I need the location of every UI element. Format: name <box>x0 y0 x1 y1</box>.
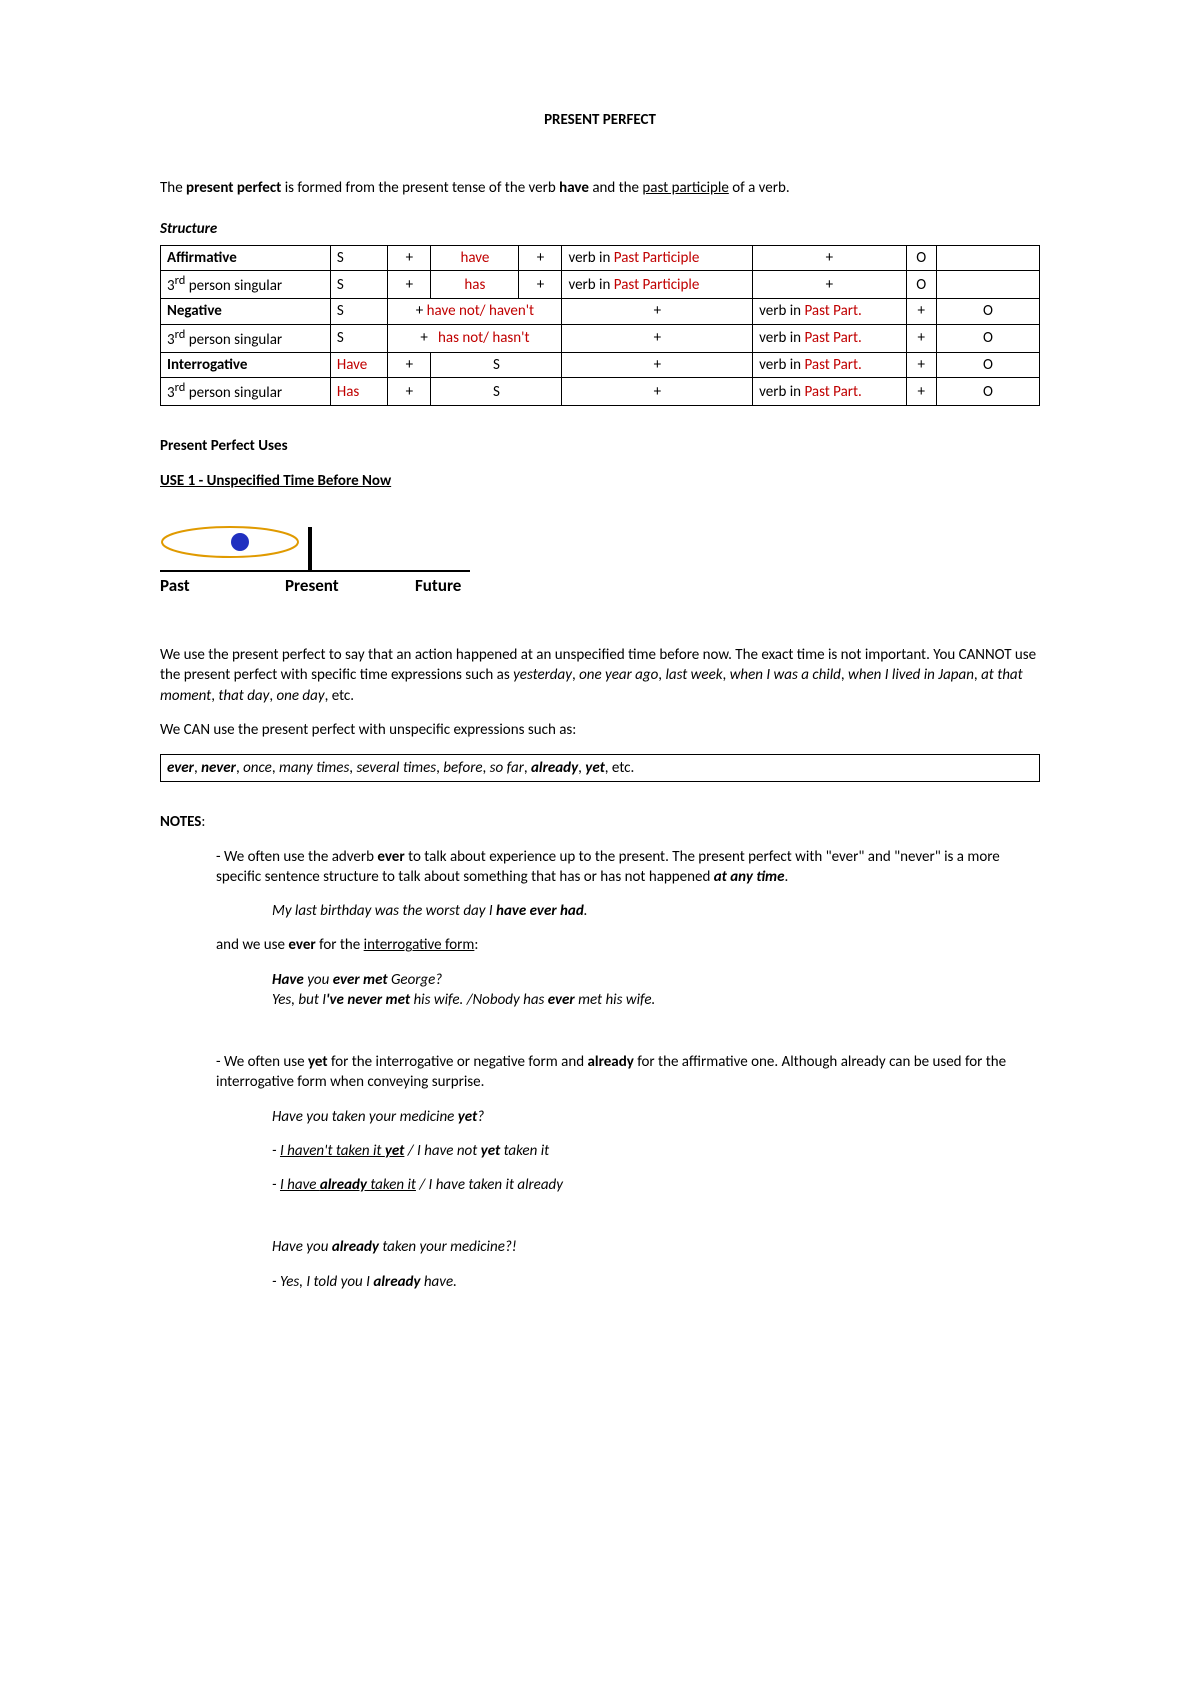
text: is formed from the present tense of the … <box>281 179 559 197</box>
note-paragraph: and we use ever for the interrogative fo… <box>160 935 1040 955</box>
cell: + <box>562 324 753 352</box>
note-paragraph: - We often use the adverb ever to talk a… <box>160 847 1040 888</box>
cell: + has not/ hasn't <box>388 324 562 352</box>
cell: + <box>388 245 431 270</box>
cell: 3rd person singular <box>161 271 331 299</box>
cell: S <box>330 245 388 270</box>
text-bold: have <box>559 179 589 197</box>
uses-heading: Present Perfect Uses <box>160 436 1040 456</box>
cell: 3rd person singular <box>161 324 331 352</box>
text: of a verb. <box>729 179 790 197</box>
cell: S <box>330 299 388 324</box>
svg-text:Present: Present <box>285 575 339 596</box>
cell: + <box>906 378 936 406</box>
paragraph: We use the present perfect to say that a… <box>160 645 1040 706</box>
timeline-svg: Past Present Future <box>160 521 470 601</box>
cell: verb in Past Participle <box>562 245 753 270</box>
cell: + <box>906 352 936 377</box>
text: and the <box>589 179 643 197</box>
cell: O <box>937 378 1040 406</box>
svg-text:Future: Future <box>415 575 462 596</box>
example: - I have already taken it / I have taken… <box>160 1175 1040 1195</box>
text-underline: past participle <box>642 179 728 197</box>
cell: + <box>388 271 431 299</box>
use1-heading: USE 1 - Unspecified Time Before Now <box>160 471 1040 491</box>
cell: Have <box>330 352 388 377</box>
cell: + <box>519 271 562 299</box>
example: - Yes, I told you I already have. <box>160 1272 1040 1292</box>
cell: O <box>906 245 936 270</box>
cell: S <box>330 271 388 299</box>
cell: 3rd person singular <box>161 378 331 406</box>
notes-heading: NOTES: <box>160 812 1040 832</box>
example: My last birthday was the worst day I hav… <box>160 901 1040 921</box>
cell: has <box>431 271 519 299</box>
cell: Has <box>330 378 388 406</box>
expressions-box: ever, never, once, many times, several t… <box>160 754 1040 782</box>
cell: + <box>753 271 906 299</box>
note-paragraph: - We often use yet for the interrogative… <box>160 1052 1040 1093</box>
table-row: 3rd person singular Has + S + verb in Pa… <box>161 378 1040 406</box>
intro-paragraph: The present perfect is formed from the p… <box>160 178 1040 198</box>
cell: + <box>388 378 431 406</box>
cell: verb in Past Part. <box>753 299 906 324</box>
cell: verb in Past Participle <box>562 271 753 299</box>
cell: S <box>431 378 562 406</box>
doc-title: PRESENT PERFECT <box>160 110 1040 130</box>
cell: + have not/ haven't <box>388 299 562 324</box>
cell: + <box>562 352 753 377</box>
cell <box>937 245 1040 270</box>
cell: S <box>431 352 562 377</box>
cell: + <box>562 378 753 406</box>
cell <box>937 271 1040 299</box>
example: Yes, but I've never met his wife. /Nobod… <box>160 990 1040 1010</box>
example: Have you taken your medicine yet? <box>160 1107 1040 1127</box>
structure-table: Affirmative S + have + verb in Past Part… <box>160 245 1040 407</box>
table-row: Affirmative S + have + verb in Past Part… <box>161 245 1040 270</box>
table-row: 3rd person singular S + has + verb in Pa… <box>161 271 1040 299</box>
cell: + <box>906 299 936 324</box>
text-bold: present perfect <box>186 179 281 197</box>
cell: + <box>519 245 562 270</box>
cell: O <box>906 271 936 299</box>
example: Have you ever met George? <box>160 970 1040 990</box>
cell: O <box>937 299 1040 324</box>
table-row: Negative S + have not/ haven't + verb in… <box>161 299 1040 324</box>
cell: verb in Past Part. <box>753 352 906 377</box>
cell: S <box>330 324 388 352</box>
cell: Interrogative <box>161 352 331 377</box>
cell: O <box>937 352 1040 377</box>
example: - I haven't taken it yet / I have not ye… <box>160 1141 1040 1161</box>
cell: Negative <box>161 299 331 324</box>
text: The <box>160 179 186 197</box>
structure-heading: Structure <box>160 219 1040 239</box>
cell: + <box>906 324 936 352</box>
svg-text:Past: Past <box>160 575 190 596</box>
cell: verb in Past Part. <box>753 378 906 406</box>
cell: have <box>431 245 519 270</box>
cell: O <box>937 324 1040 352</box>
paragraph: We CAN use the present perfect with unsp… <box>160 720 1040 740</box>
example: Have you already taken your medicine?! <box>160 1237 1040 1257</box>
table-row: 3rd person singular S + has not/ hasn't … <box>161 324 1040 352</box>
timeline-diagram: Past Present Future <box>160 521 1040 607</box>
cell: verb in Past Part. <box>753 324 906 352</box>
cell: + <box>562 299 753 324</box>
cell: + <box>753 245 906 270</box>
page: PRESENT PERFECT The present perfect is f… <box>80 0 1120 1386</box>
cell: + <box>388 352 431 377</box>
cell: Affirmative <box>161 245 331 270</box>
table-row: Interrogative Have + S + verb in Past Pa… <box>161 352 1040 377</box>
